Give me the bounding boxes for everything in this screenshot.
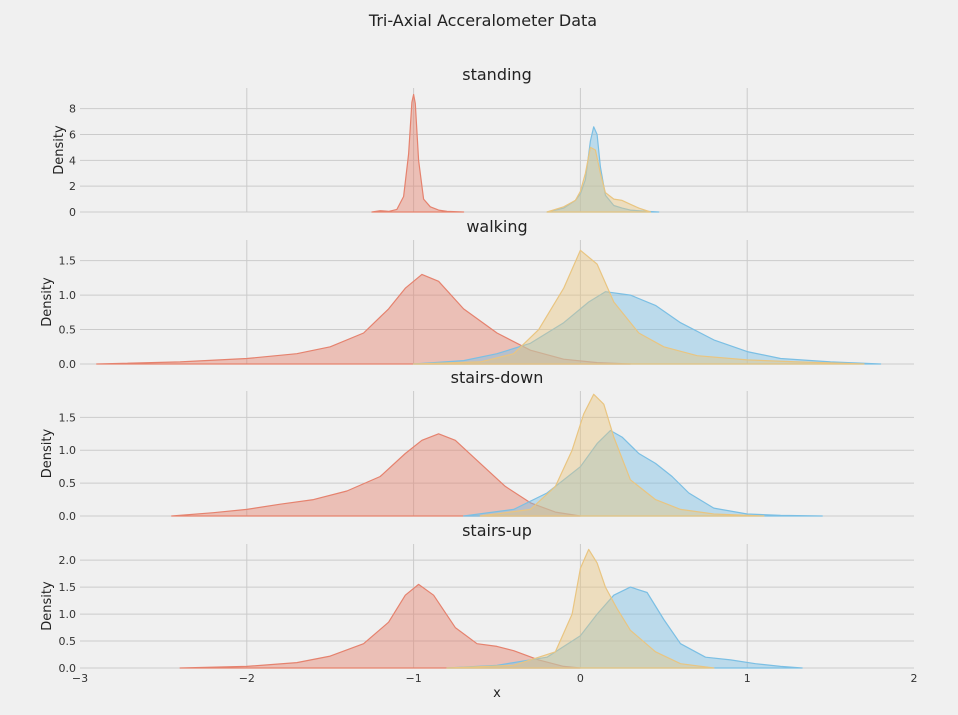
y-tick-label: 0.0 <box>59 662 77 675</box>
y-tick-label: 1.5 <box>59 411 77 424</box>
density-area-series-2 <box>446 586 803 669</box>
x-tick-label: −2 <box>239 672 255 685</box>
figure-title: Tri-Axial Acceralometer Data <box>368 11 597 30</box>
density-area-series-2 <box>546 126 660 213</box>
density-area-series-2 <box>463 429 823 517</box>
x-tick-label: 1 <box>744 672 751 685</box>
facet-panels: standing02468Densitywalking0.00.51.01.5D… <box>40 65 918 685</box>
y-tick-label: 0.5 <box>59 477 77 490</box>
y-tick-label: 0.5 <box>59 324 77 337</box>
facet-stairs-up: stairs-up 0.0 0.5 1.0 1.5 2.0 Density <box>40 521 914 675</box>
density-area-series-1 <box>171 433 581 517</box>
facet-title: walking <box>466 217 527 236</box>
y-tick-label: 1.0 <box>59 444 77 457</box>
y-tick-label: 1.0 <box>59 608 77 621</box>
y-tick-label: 0.0 <box>59 510 77 523</box>
y-tick-label: 2.0 <box>59 554 77 567</box>
y-tick-label: 0 <box>69 206 76 219</box>
density-area-series-3 <box>479 393 765 517</box>
y-tick-label: 4 <box>69 154 76 167</box>
x-tick-label: −3 <box>72 672 88 685</box>
x-axis-label: x <box>493 686 501 701</box>
y-tick-label: 1.5 <box>59 255 77 268</box>
y-tick-label: 1.0 <box>59 289 77 302</box>
density-area-series-3 <box>446 548 715 669</box>
y-tick-label: 6 <box>69 129 76 142</box>
x-tick-label: 2 <box>911 672 918 685</box>
y-tick-label: 8 <box>69 103 76 116</box>
density-area-series-3 <box>413 249 865 365</box>
x-tick-label: −1 <box>405 672 421 685</box>
density-area-series-1 <box>371 93 465 213</box>
y-axis-label: Density <box>40 581 55 631</box>
density-area-series-1 <box>96 273 631 365</box>
facet-title: standing <box>462 65 531 84</box>
facet-title: stairs-up <box>462 521 532 540</box>
y-tick-label: 1.5 <box>59 581 77 594</box>
facet-title: stairs-down <box>451 368 544 387</box>
x-tick-label: 0 <box>577 672 584 685</box>
facet-walking: walking 0.0 0.5 1.0 1.5 Density <box>40 217 914 371</box>
density-area-series-3 <box>546 146 652 213</box>
density-area-series-1 <box>179 583 581 669</box>
y-tick-label: 0.0 <box>59 358 77 371</box>
y-tick-label: 0.5 <box>59 635 77 648</box>
facet-stairs-down: stairs-down 0.0 0.5 1.0 1.5 Density <box>40 368 914 523</box>
density-area-series-2 <box>413 291 882 365</box>
y-axis-label: Density <box>40 428 55 478</box>
y-tick-label: 2 <box>69 180 76 193</box>
y-axis-label: Density <box>40 277 55 327</box>
y-axis-label: Density <box>52 125 67 175</box>
